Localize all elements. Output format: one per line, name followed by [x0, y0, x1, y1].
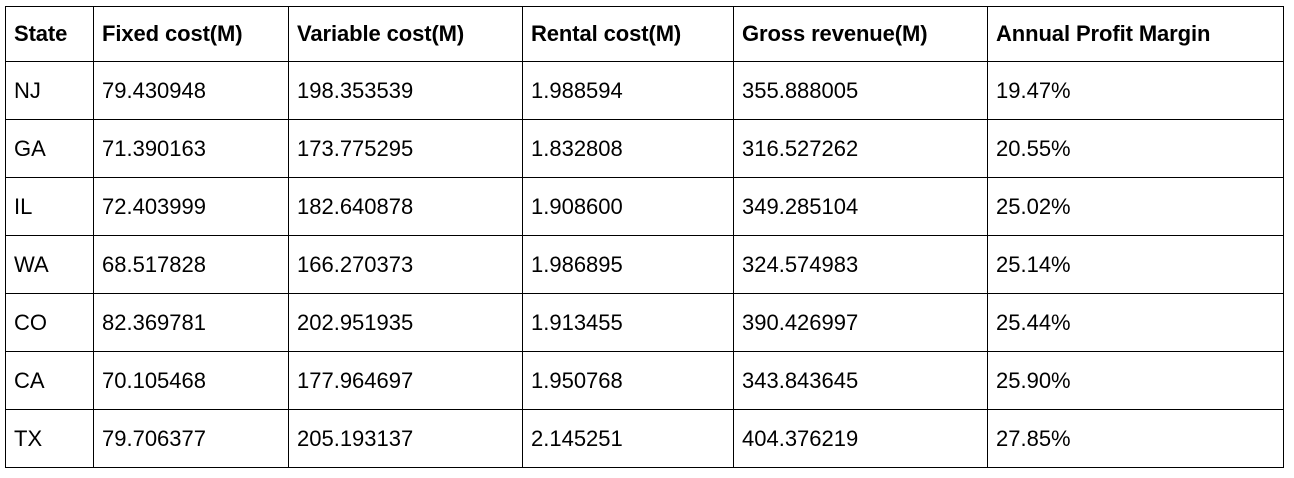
table-row: NJ 79.430948 198.353539 1.988594 355.888…: [5, 61, 1284, 120]
cell-fixed-cost: 82.369781: [93, 293, 289, 352]
header-gross-revenue: Gross revenue(M): [733, 6, 988, 62]
cell-state: CO: [5, 293, 94, 352]
cell-gross-revenue: 316.527262: [733, 119, 988, 178]
cell-rental-cost: 1.913455: [522, 293, 734, 352]
header-fixed-cost: Fixed cost(M): [93, 6, 289, 62]
cell-annual-profit-margin: 27.85%: [987, 409, 1284, 468]
cell-fixed-cost: 71.390163: [93, 119, 289, 178]
table-row: TX 79.706377 205.193137 2.145251 404.376…: [5, 409, 1284, 468]
cell-annual-profit-margin: 25.90%: [987, 351, 1284, 410]
header-variable-cost: Variable cost(M): [288, 6, 523, 62]
cell-rental-cost: 1.832808: [522, 119, 734, 178]
cell-variable-cost: 205.193137: [288, 409, 523, 468]
header-rental-cost: Rental cost(M): [522, 6, 734, 62]
cell-rental-cost: 1.988594: [522, 61, 734, 120]
cell-gross-revenue: 324.574983: [733, 235, 988, 294]
cell-rental-cost: 1.908600: [522, 177, 734, 236]
cell-fixed-cost: 72.403999: [93, 177, 289, 236]
cell-annual-profit-margin: 20.55%: [987, 119, 1284, 178]
cell-state: CA: [5, 351, 94, 410]
cell-fixed-cost: 79.430948: [93, 61, 289, 120]
table-body: NJ 79.430948 198.353539 1.988594 355.888…: [5, 61, 1284, 468]
cell-state: NJ: [5, 61, 94, 120]
cell-gross-revenue: 343.843645: [733, 351, 988, 410]
cell-state: IL: [5, 177, 94, 236]
table-row: CA 70.105468 177.964697 1.950768 343.843…: [5, 351, 1284, 410]
cell-variable-cost: 182.640878: [288, 177, 523, 236]
cell-fixed-cost: 70.105468: [93, 351, 289, 410]
cell-variable-cost: 166.270373: [288, 235, 523, 294]
cell-annual-profit-margin: 25.02%: [987, 177, 1284, 236]
table-row: CO 82.369781 202.951935 1.913455 390.426…: [5, 293, 1284, 352]
cell-gross-revenue: 355.888005: [733, 61, 988, 120]
cell-rental-cost: 2.145251: [522, 409, 734, 468]
header-state: State: [5, 6, 94, 62]
cell-gross-revenue: 404.376219: [733, 409, 988, 468]
cell-rental-cost: 1.986895: [522, 235, 734, 294]
cell-variable-cost: 202.951935: [288, 293, 523, 352]
cell-state: WA: [5, 235, 94, 294]
cell-gross-revenue: 390.426997: [733, 293, 988, 352]
cell-variable-cost: 198.353539: [288, 61, 523, 120]
table-row: IL 72.403999 182.640878 1.908600 349.285…: [5, 177, 1284, 236]
cell-annual-profit-margin: 25.14%: [987, 235, 1284, 294]
cost-table: State Fixed cost(M) Variable cost(M) Ren…: [5, 6, 1284, 468]
cell-gross-revenue: 349.285104: [733, 177, 988, 236]
cell-annual-profit-margin: 25.44%: [987, 293, 1284, 352]
cell-fixed-cost: 79.706377: [93, 409, 289, 468]
cell-state: TX: [5, 409, 94, 468]
cell-annual-profit-margin: 19.47%: [987, 61, 1284, 120]
header-annual-profit-margin: Annual Profit Margin: [987, 6, 1284, 62]
table-row: WA 68.517828 166.270373 1.986895 324.574…: [5, 235, 1284, 294]
cell-state: GA: [5, 119, 94, 178]
cell-variable-cost: 173.775295: [288, 119, 523, 178]
cell-variable-cost: 177.964697: [288, 351, 523, 410]
cell-fixed-cost: 68.517828: [93, 235, 289, 294]
table-header: State Fixed cost(M) Variable cost(M) Ren…: [5, 6, 1284, 62]
header-row: State Fixed cost(M) Variable cost(M) Ren…: [5, 6, 1284, 62]
table-row: GA 71.390163 173.775295 1.832808 316.527…: [5, 119, 1284, 178]
cell-rental-cost: 1.950768: [522, 351, 734, 410]
